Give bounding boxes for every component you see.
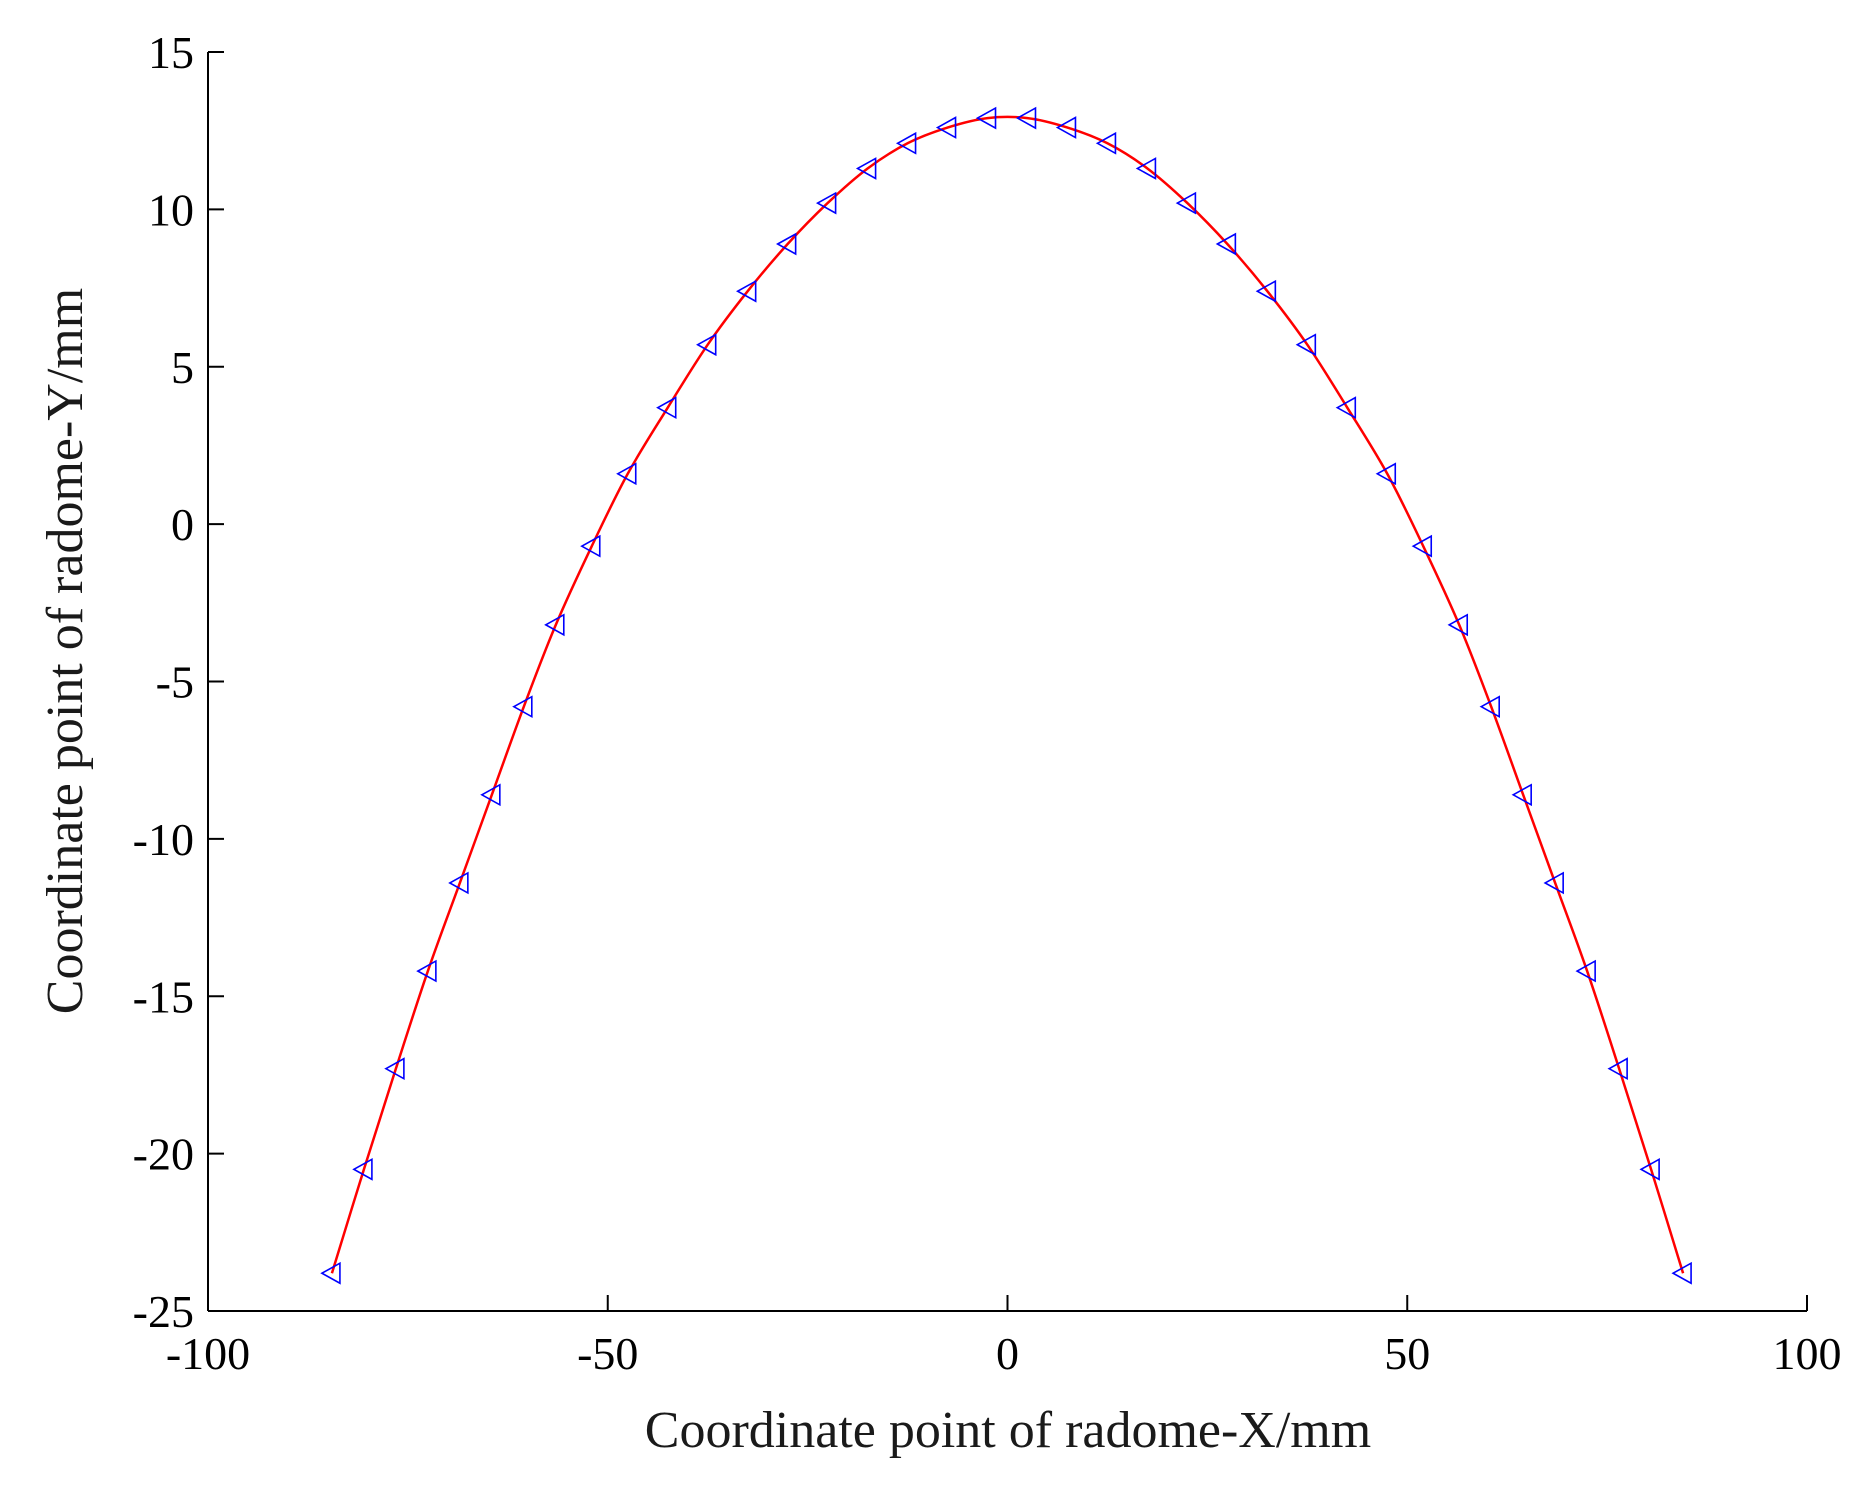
data-point-marker [1411,534,1433,558]
x-axis-label: Coordinate point of radome-X/mm [645,1402,1371,1459]
y-tick-label: -25 [133,1286,194,1337]
x-tick-label: -100 [166,1328,250,1379]
data-point-marker [1543,871,1564,895]
data-point-marker [1015,106,1037,130]
y-axis-label: Coordinate point of radome-Y/mm [37,288,94,1014]
y-tick-label: -20 [133,1129,194,1180]
data-point-marker [1095,131,1117,155]
data-point-marker [1175,191,1197,215]
data-point-marker [975,106,997,130]
series-line [330,115,1685,1274]
x-axis-ticks: -100 -50 0 50 100 [166,1295,1842,1379]
data-point-marker [775,232,797,256]
data-point-marker [1479,695,1500,719]
x-tick-label: -50 [577,1328,638,1379]
data-point-marker [544,613,565,637]
data-point-marker [384,1057,405,1081]
data-point-marker [448,871,469,895]
data-point-marker [696,333,717,357]
y-tick-label: 5 [171,342,194,393]
data-point-marker [1215,232,1237,256]
data-point-marker [1135,157,1157,180]
y-axis-ticks: 15 10 5 0 -5 -10 -15 -20 -25 [133,27,224,1337]
data-point-marker [512,695,533,719]
data-point-marker [1295,333,1317,357]
data-point-marker [1607,1057,1628,1081]
y-tick-label: 15 [148,27,194,78]
data-point-marker [1671,1261,1692,1285]
y-tick-label: -10 [133,814,194,865]
data-point-marker [855,157,877,180]
data-point-marker [935,116,957,139]
y-tick-label: -15 [133,971,194,1022]
axes [207,52,1807,1312]
data-point-marker [1335,396,1357,420]
data-point-marker [480,783,501,807]
series-layer [320,106,1692,1285]
x-tick-label: 100 [1773,1328,1842,1379]
data-point-marker [1447,613,1469,637]
data-point-marker [1255,279,1277,303]
data-point-marker [580,534,601,558]
data-point-marker [895,131,917,155]
y-tick-label: 10 [148,184,194,235]
data-point-marker [616,462,637,486]
data-point-marker [352,1158,373,1181]
x-tick-label: 50 [1384,1328,1430,1379]
y-tick-label: -5 [156,657,194,708]
data-point-marker [736,279,757,303]
data-point-marker [1055,116,1077,139]
data-point-marker [1375,462,1397,486]
data-point-marker [656,396,677,420]
data-point-marker [416,959,437,983]
data-point-marker [815,191,837,215]
data-point-marker [1575,959,1596,983]
x-tick-label: 0 [996,1328,1019,1379]
data-point-marker [1511,783,1532,807]
data-point-marker [320,1261,341,1285]
data-point-marker [1639,1158,1660,1181]
y-tick-label: 0 [171,499,194,550]
